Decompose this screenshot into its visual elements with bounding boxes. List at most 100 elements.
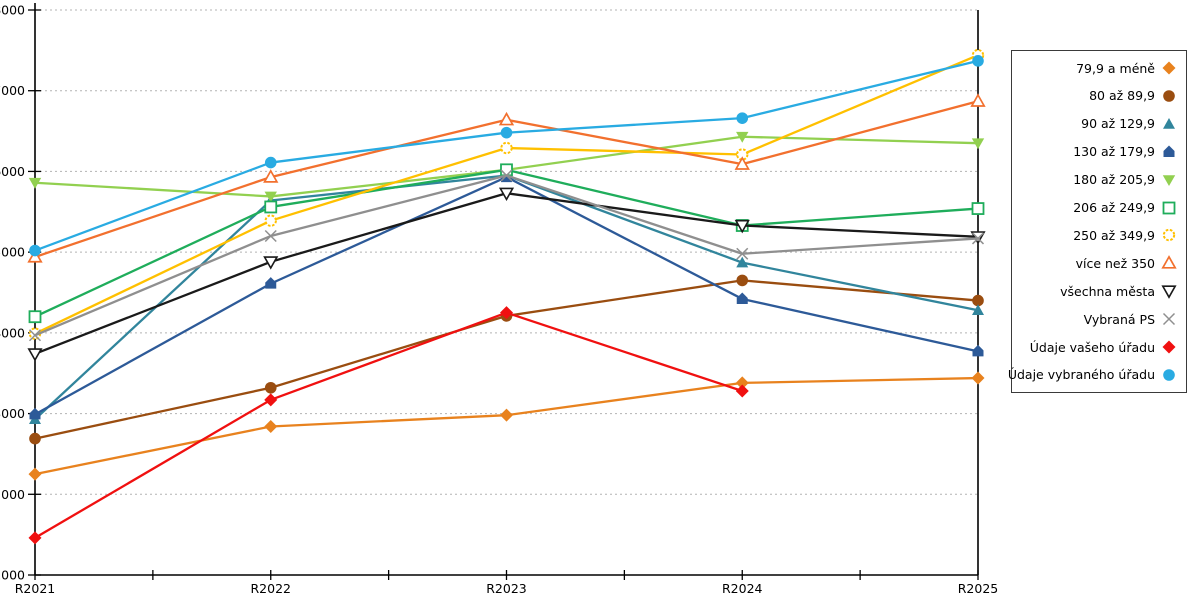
legend-marker-icon xyxy=(1163,369,1175,381)
series-marker-pentagon-filled-icon xyxy=(1163,145,1175,157)
series-line xyxy=(33,174,980,421)
series-marker-circle-filled-icon xyxy=(972,294,984,307)
series-line xyxy=(33,376,980,476)
legend-item[interactable]: více než 350 xyxy=(1016,255,1178,271)
series-marker-diamond-filled-icon xyxy=(1162,61,1176,75)
series-marker-triangle-down-filled-icon xyxy=(971,138,985,150)
chart-legend: 79,9 a méně 80 až 89,9 90 až 129,9 130 až 1… xyxy=(1008,50,1187,393)
series-marker-triangle-up-filled-icon xyxy=(1163,117,1175,129)
series-marker-triangle-down-filled-icon xyxy=(1162,174,1176,186)
legend-marker-icon xyxy=(1162,340,1176,354)
series-marker-circle-filled-icon xyxy=(1163,369,1175,381)
series-marker-triangle-down-open-icon xyxy=(27,348,43,362)
series-marker-diamond-filled-icon xyxy=(971,371,985,385)
series-marker-pentagon-filled-icon xyxy=(265,277,277,289)
series-marker-triangle-down-open-icon xyxy=(734,219,750,234)
legend-item-label: Údaje vašeho úřadu xyxy=(1029,339,1155,355)
series-marker-circle-open-dashed-icon xyxy=(1162,229,1176,242)
series-marker-x-cross-icon xyxy=(1162,313,1176,326)
legend-item[interactable]: Vybraná PS xyxy=(1016,311,1178,327)
legend-item-label: 79,9 a méně xyxy=(1076,60,1155,76)
legend-marker-icon xyxy=(1161,255,1177,269)
legend-marker-icon xyxy=(1162,174,1176,186)
series-marker-circle-filled-icon xyxy=(1163,90,1175,102)
series-marker-diamond-filled-icon xyxy=(264,393,278,407)
legend-item-label: 90 až 129,9 xyxy=(1081,116,1155,132)
y-axis-label: 8000 xyxy=(0,3,25,18)
legend-marker-icon xyxy=(1161,285,1177,300)
series-marker-circle-open-dashed-icon xyxy=(736,148,749,161)
series-marker-x-cross-icon xyxy=(264,229,277,243)
legend-marker-icon xyxy=(1163,145,1175,157)
legend-item[interactable]: Údaje vybraného úřadu xyxy=(1008,367,1178,383)
series-marker-x-cross-icon xyxy=(28,329,42,342)
series-marker-square-open-icon xyxy=(1162,201,1176,214)
series-marker-pentagon-filled-icon xyxy=(736,292,748,304)
legend-item[interactable]: 180 až 205,9 xyxy=(1016,172,1178,188)
series-marker-circle-open-dashed-icon xyxy=(264,214,277,227)
legend-item[interactable]: 90 až 129,9 xyxy=(1016,116,1178,132)
series-12 xyxy=(29,55,984,257)
y-axis-label: 7000 xyxy=(0,83,25,98)
series-line xyxy=(33,59,980,252)
series-marker-triangle-up-filled-icon xyxy=(972,304,984,316)
series-marker-circle-filled-icon xyxy=(500,126,513,139)
series-marker-square-open-icon xyxy=(500,163,513,177)
series-marker-triangle-down-open-icon xyxy=(1161,285,1177,300)
y-axis-label: 6000 xyxy=(0,164,25,179)
series-marker-circle-filled-icon xyxy=(736,112,749,124)
legend-item[interactable]: Údaje vašeho úřadu xyxy=(1016,339,1178,355)
series-marker-triangle-down-filled-icon xyxy=(736,131,749,143)
legend-item[interactable]: 130 až 179,9 xyxy=(1016,144,1178,160)
series-marker-triangle-up-open-icon xyxy=(263,169,279,183)
series-marker-circle-filled-icon xyxy=(29,244,41,257)
series-marker-diamond-filled-icon xyxy=(735,376,749,390)
legend-item-label: 206 až 249,9 xyxy=(1073,200,1155,216)
legend-item-label: více než 350 xyxy=(1075,255,1155,271)
legend-marker-icon xyxy=(1162,229,1176,242)
y-axis-label: 4000 xyxy=(0,325,25,340)
series-marker-circle-filled-icon xyxy=(736,274,749,287)
series-marker-pentagon-filled-icon xyxy=(972,344,984,357)
series-marker-triangle-down-open-icon xyxy=(498,187,515,202)
legend-marker-icon xyxy=(1163,90,1175,102)
series-7 xyxy=(28,49,985,340)
legend-item-label: všechna města xyxy=(1060,283,1155,299)
series-marker-x-cross-icon xyxy=(500,169,513,182)
y-axis-label: 1000 xyxy=(0,568,25,583)
series-marker-square-open-icon xyxy=(971,202,985,215)
series-10 xyxy=(28,169,985,342)
series-marker-triangle-down-filled-icon xyxy=(264,191,277,203)
series-marker-diamond-filled-icon xyxy=(264,419,278,433)
y-axis-label: 3000 xyxy=(0,406,25,421)
series-line xyxy=(33,311,744,540)
series-marker-circle-filled-icon xyxy=(264,381,277,394)
series-marker-triangle-up-open-icon xyxy=(498,111,515,126)
x-axis-label: R2022 xyxy=(251,581,292,596)
series-marker-circle-filled-icon xyxy=(972,55,984,67)
series-4 xyxy=(29,170,984,420)
series-9 xyxy=(27,187,986,362)
legend-item[interactable]: všechna města xyxy=(1016,283,1178,300)
legend-item[interactable]: 79,9 a méně xyxy=(1016,60,1178,76)
legend-marker-icon xyxy=(1162,201,1176,214)
series-line xyxy=(33,175,980,416)
legend-item-label: 180 až 205,9 xyxy=(1073,172,1155,188)
series-line xyxy=(33,192,980,355)
legend-item[interactable]: 250 až 349,9 xyxy=(1016,227,1178,243)
legend-item-label: 130 až 179,9 xyxy=(1073,144,1155,160)
series-marker-diamond-filled-icon xyxy=(28,531,42,545)
series-marker-square-open-icon xyxy=(28,310,42,324)
legend-item-label: 80 až 89,9 xyxy=(1089,88,1155,104)
y-axis-label: 2000 xyxy=(0,487,25,502)
legend-item[interactable]: 206 až 249,9 xyxy=(1016,200,1178,216)
series-marker-pentagon-filled-icon xyxy=(29,407,41,420)
series-marker-circle-open-dashed-icon xyxy=(500,141,513,155)
legend-item[interactable]: 80 až 89,9 xyxy=(1016,88,1178,104)
legend-marker-icon xyxy=(1163,117,1175,129)
x-axis-label: R2024 xyxy=(722,581,763,596)
series-1 xyxy=(28,371,985,481)
series-marker-triangle-up-filled-icon xyxy=(736,256,749,268)
